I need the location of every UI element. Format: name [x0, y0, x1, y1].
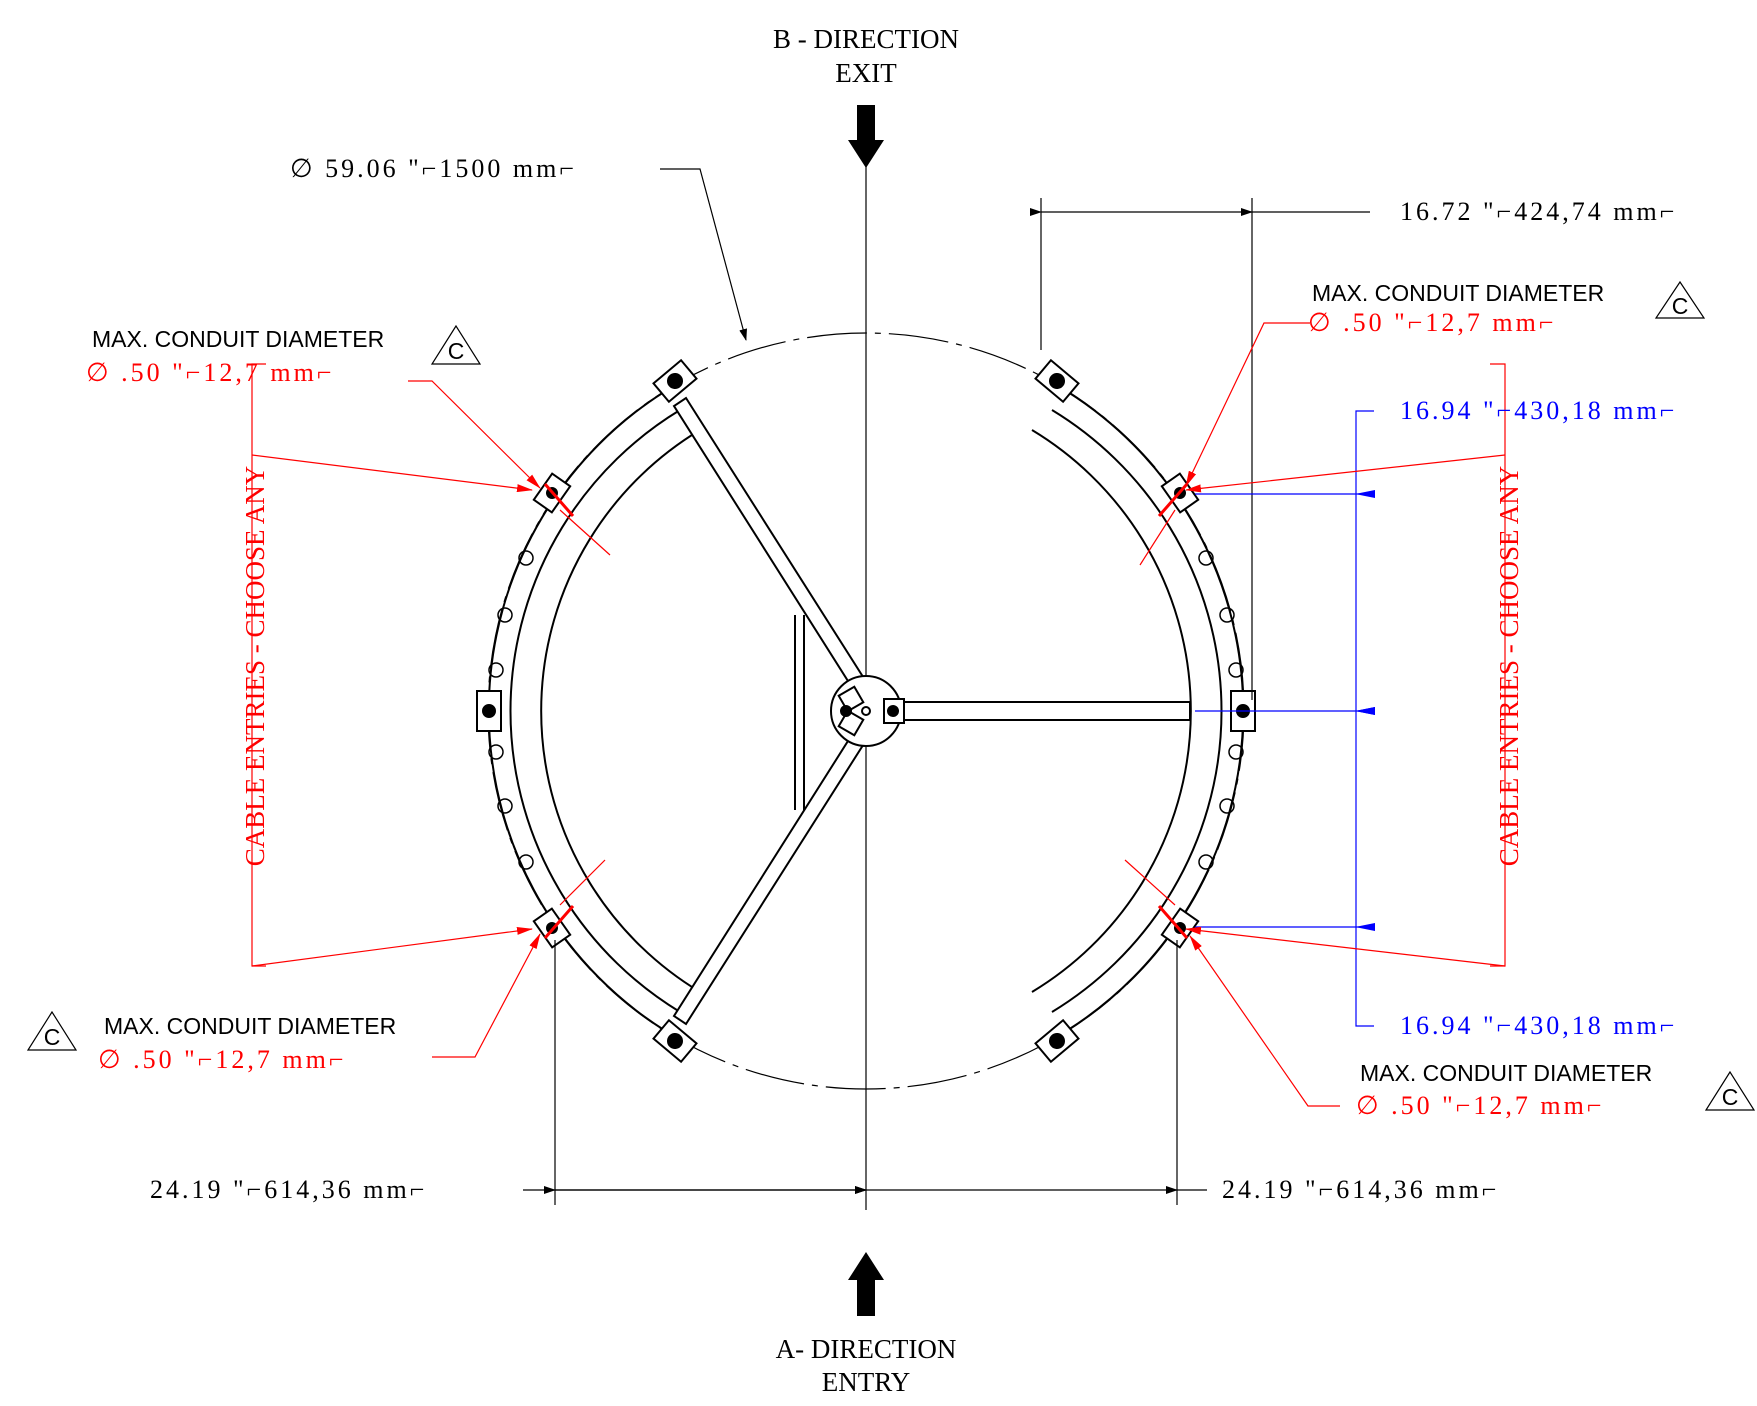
conduit-value: ∅ .50 "⌐12,7 mm⌐: [1356, 1091, 1605, 1120]
conduit-label: MAX. CONDUIT DIAMETER: [92, 326, 384, 352]
conduit-label: MAX. CONDUIT DIAMETER: [1360, 1060, 1652, 1086]
exit-direction-label: B - DIRECTION: [773, 24, 959, 54]
conduit-value: ∅ .50 "⌐12,7 mm⌐: [86, 358, 335, 387]
conduit-callout-bottom-right: MAX. CONDUIT DIAMETER C ∅ .50 "⌐12,7 mm⌐: [1356, 1060, 1756, 1120]
cable-entries-right: CABLE ENTRIES - CHOOSE ANY: [1494, 466, 1524, 867]
cable-entries-left: CABLE ENTRIES - CHOOSE ANY: [240, 466, 270, 867]
entry-arrow-icon: [848, 1252, 884, 1316]
rail-holes: [488, 550, 1244, 870]
left-rail: [487, 391, 701, 1031]
entry-label: ENTRY: [822, 1367, 911, 1397]
conduit-value: ∅ .50 "⌐12,7 mm⌐: [1308, 308, 1557, 337]
turnstile-arms: [672, 396, 1191, 1026]
conduit-callout-bottom-left: C MAX. CONDUIT DIAMETER ∅ .50 "⌐12,7 mm⌐: [26, 1010, 396, 1074]
revision-triangle-icon: [26, 1010, 78, 1051]
lower-offset-dimension: 16.94 "⌐430,18 mm⌐: [1400, 1011, 1677, 1040]
red-leaders: [251, 322, 1506, 1107]
conduit-callout-top-right: MAX. CONDUIT DIAMETER C ∅ .50 "⌐12,7 mm⌐: [1308, 280, 1706, 337]
conduit-label: MAX. CONDUIT DIAMETER: [1312, 280, 1604, 306]
conduit-label: MAX. CONDUIT DIAMETER: [104, 1013, 396, 1039]
entry-direction-label: A- DIRECTION: [776, 1334, 957, 1364]
bottom-right-dimension: 24.19 "⌐614,36 mm⌐: [1222, 1175, 1499, 1204]
revision-letter: C: [448, 338, 465, 364]
revision-letter: C: [44, 1024, 61, 1050]
rail-clamps: [476, 358, 1256, 1064]
revision-letter: C: [1722, 1084, 1739, 1110]
conduit-cross-marks: [543, 483, 1189, 939]
dimension-lines: [523, 168, 1370, 1205]
overall-diameter-dimension: ∅ 59.06 "⌐1500 mm⌐: [290, 154, 577, 183]
revision-letter: C: [1672, 293, 1689, 319]
bottom-left-dimension: 24.19 "⌐614,36 mm⌐: [150, 1175, 427, 1204]
revision-triangle-icon: [430, 324, 482, 365]
exit-direction: B - DIRECTION EXIT: [773, 24, 959, 168]
revision-triangle-icon: [1654, 280, 1706, 319]
blue-dimension: [1195, 410, 1375, 1027]
entry-direction: A- DIRECTION ENTRY: [776, 1252, 957, 1397]
conduit-value: ∅ .50 "⌐12,7 mm⌐: [98, 1045, 347, 1074]
exit-arrow-icon: [848, 105, 884, 168]
exit-label: EXIT: [835, 58, 897, 88]
upper-offset-dimension: 16.94 "⌐430,18 mm⌐: [1400, 396, 1677, 425]
top-width-dimension: 16.72 "⌐424,74 mm⌐: [1400, 197, 1677, 226]
center-post: [794, 615, 905, 810]
revision-triangle-icon: [1704, 1070, 1756, 1111]
conduit-callout-top-left: MAX. CONDUIT DIAMETER C ∅ .50 "⌐12,7 mm⌐: [86, 324, 482, 387]
